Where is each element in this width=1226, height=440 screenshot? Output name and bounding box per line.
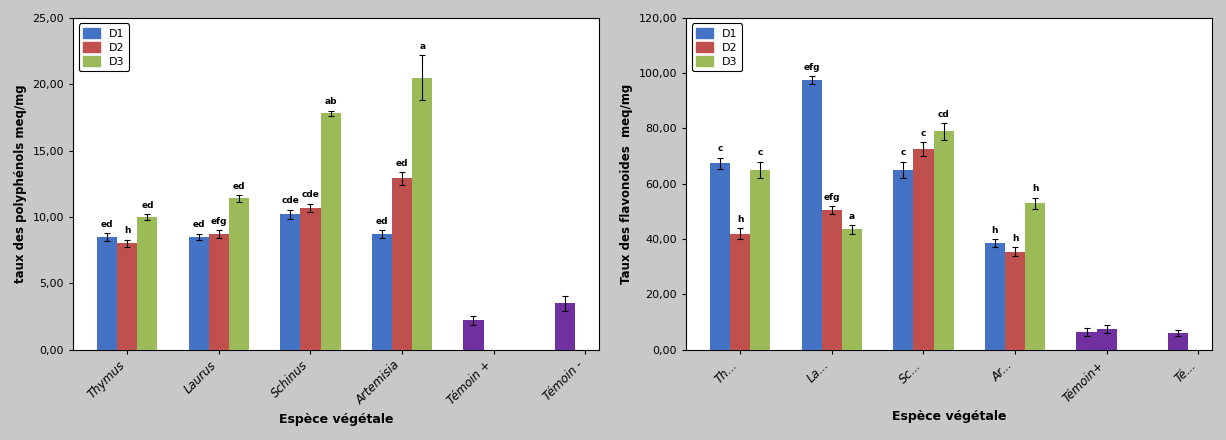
Text: ed: ed: [375, 217, 389, 226]
Text: ed: ed: [101, 220, 113, 228]
Text: ed: ed: [141, 201, 153, 210]
Bar: [229, 198, 249, 350]
Bar: [710, 163, 731, 350]
Text: ab: ab: [325, 98, 337, 106]
Bar: [189, 237, 208, 350]
Bar: [208, 234, 229, 350]
X-axis label: Espèce végétale: Espèce végétale: [278, 413, 394, 426]
Text: ed: ed: [396, 158, 408, 168]
Text: efg: efg: [803, 62, 820, 72]
Bar: [300, 208, 320, 350]
Text: a: a: [419, 42, 425, 51]
Y-axis label: Taux des flavonoides  meq/mg: Taux des flavonoides meq/mg: [620, 84, 633, 284]
Bar: [802, 80, 821, 350]
Text: c: c: [717, 144, 723, 153]
Bar: [1076, 332, 1096, 350]
Bar: [137, 217, 157, 350]
Bar: [281, 214, 300, 350]
Bar: [392, 179, 412, 350]
Text: ed: ed: [233, 182, 245, 191]
Text: c: c: [921, 129, 926, 138]
Bar: [731, 234, 750, 350]
X-axis label: Espèce végétale: Espèce végétale: [891, 411, 1007, 423]
Text: ed: ed: [192, 220, 205, 229]
Bar: [118, 243, 137, 350]
Text: cde: cde: [281, 196, 299, 205]
Legend: D1, D2, D3: D1, D2, D3: [78, 23, 129, 71]
Bar: [555, 303, 575, 350]
Bar: [412, 77, 433, 350]
Text: a: a: [848, 212, 855, 221]
Bar: [984, 243, 1005, 350]
Legend: D1, D2, D3: D1, D2, D3: [691, 23, 742, 71]
Bar: [842, 229, 862, 350]
Bar: [821, 210, 842, 350]
Bar: [894, 170, 913, 350]
Text: c: c: [901, 148, 906, 158]
Bar: [913, 149, 933, 350]
Bar: [1096, 329, 1117, 350]
Text: h: h: [1032, 184, 1038, 193]
Text: cd: cd: [938, 110, 949, 119]
Text: cde: cde: [302, 191, 320, 199]
Y-axis label: taux des polyphénols meq/mg: taux des polyphénols meq/mg: [13, 84, 27, 283]
Text: h: h: [124, 226, 130, 235]
Bar: [750, 170, 770, 350]
Bar: [371, 234, 392, 350]
Bar: [97, 237, 118, 350]
Text: h: h: [992, 226, 998, 235]
Text: h: h: [1011, 234, 1019, 243]
Bar: [320, 114, 341, 350]
Text: efg: efg: [824, 193, 840, 202]
Text: c: c: [758, 148, 763, 158]
Bar: [1025, 203, 1046, 350]
Text: h: h: [737, 215, 743, 224]
Bar: [1168, 333, 1188, 350]
Bar: [1005, 252, 1025, 350]
Text: efg: efg: [211, 217, 227, 226]
Bar: [463, 320, 483, 350]
Bar: [933, 131, 954, 350]
